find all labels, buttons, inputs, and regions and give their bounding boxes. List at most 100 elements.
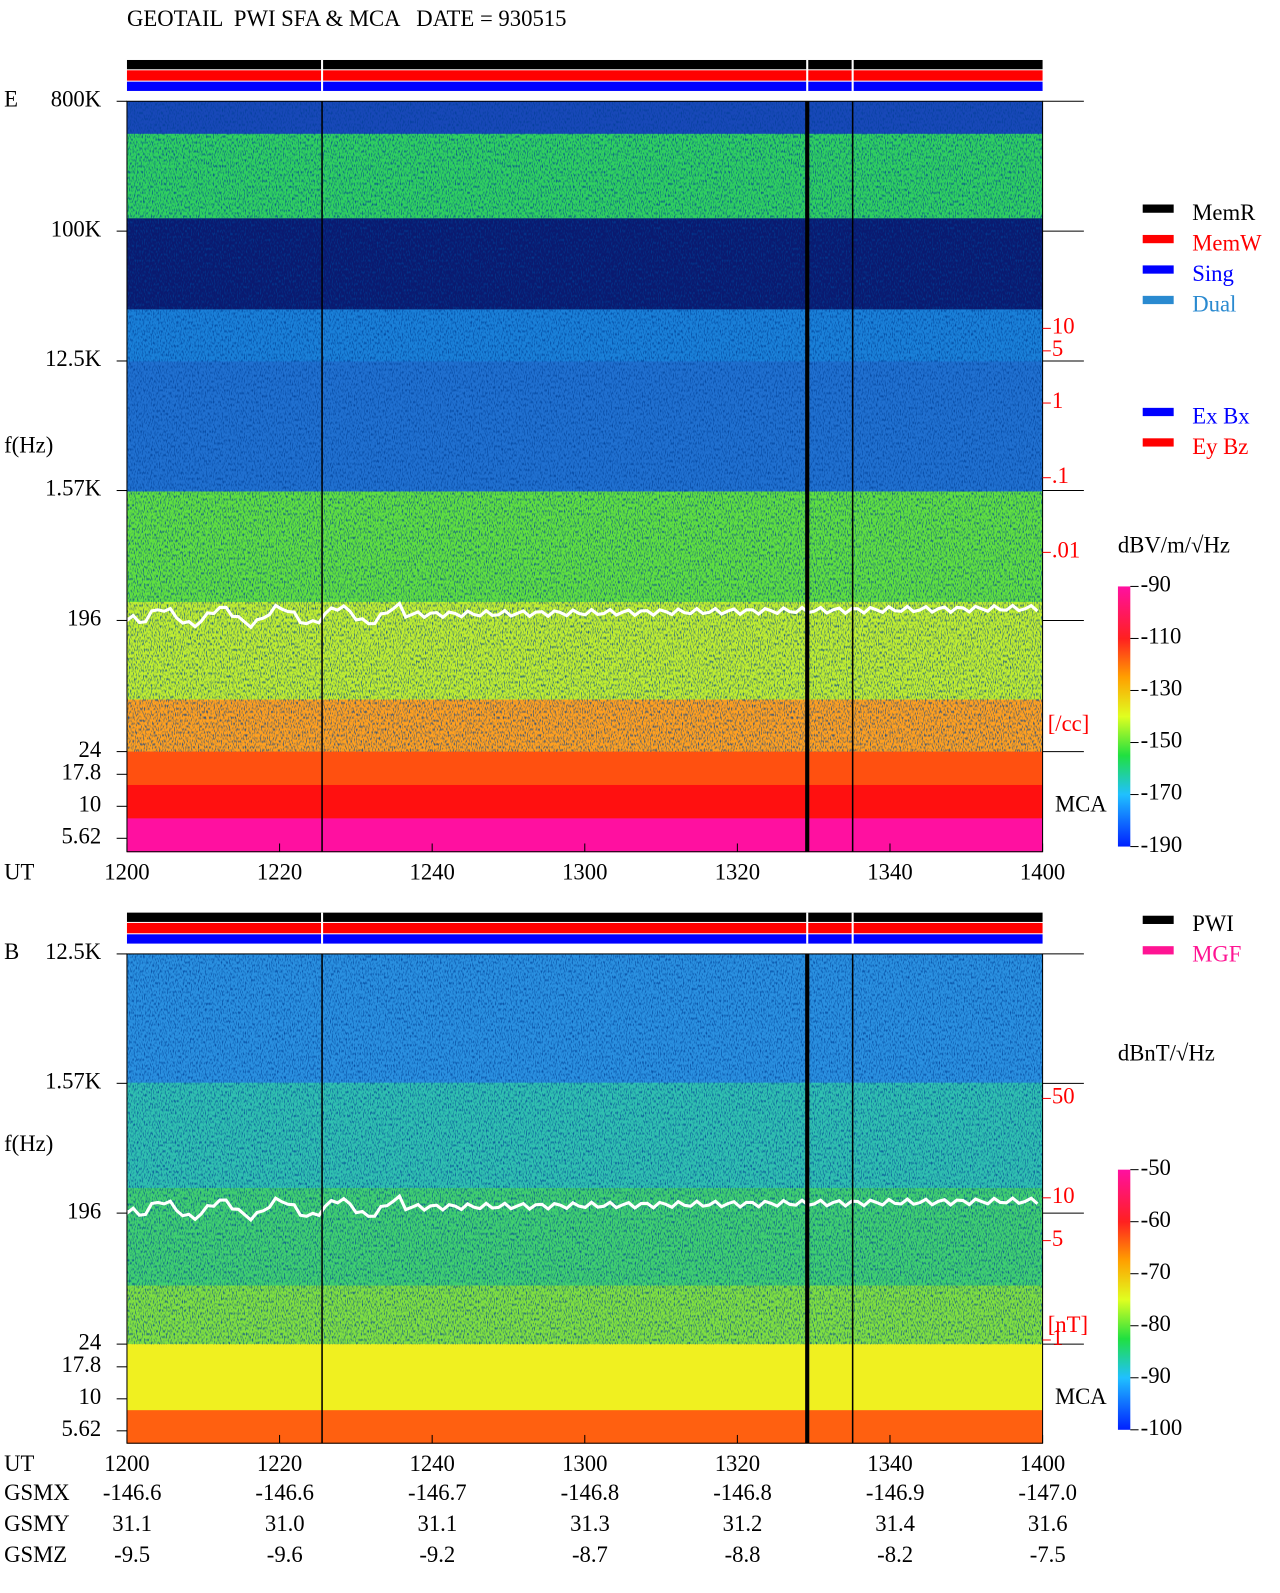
y-tick-label: 196 <box>67 1198 101 1223</box>
status-bar <box>126 70 1043 81</box>
y-tick-label: 12.5K <box>45 939 102 964</box>
x-tick-label: 1320 <box>715 860 760 885</box>
mca-band <box>126 784 1043 819</box>
mca-label: MCA <box>1055 792 1107 817</box>
colorbar-tick-label: -50 <box>1141 1155 1171 1180</box>
x-tick-label: 1300 <box>562 1451 607 1476</box>
panel-label: B <box>4 939 19 964</box>
y-tick-label: 12.5K <box>45 346 102 371</box>
status-bar <box>126 59 1043 70</box>
y2-axis-label: [nT] <box>1048 1312 1088 1337</box>
orbit-value: 31.3 <box>570 1511 610 1536</box>
orbit-value: -8.2 <box>877 1542 913 1567</box>
orbit-value: 31.6 <box>1028 1511 1068 1536</box>
colorbar-tick-label: -90 <box>1141 572 1171 597</box>
colorbar-tick-label: -170 <box>1141 780 1183 805</box>
y2-tick-label: 5 <box>1052 336 1063 361</box>
legend-label: Sing <box>1192 261 1234 286</box>
y2-tick-label: 5 <box>1052 1226 1063 1251</box>
y2-tick-label: .01 <box>1052 538 1080 563</box>
orbit-value: -146.8 <box>561 1480 620 1505</box>
colorbar-tick-label: -130 <box>1141 676 1183 701</box>
orbit-value: -9.6 <box>267 1542 303 1567</box>
colorbar-tick-label: -150 <box>1141 728 1183 753</box>
colorbar-tick-label: -90 <box>1141 1363 1171 1388</box>
y-tick-label: 24 <box>78 737 101 762</box>
panel-label: E <box>4 86 18 111</box>
mca-band <box>126 751 1043 786</box>
orbit-label: GSMX <box>4 1480 70 1505</box>
colorbar-tick-label: -80 <box>1141 1311 1171 1336</box>
y2-tick-label: .1 <box>1052 463 1069 488</box>
orbit-value: -146.6 <box>103 1480 162 1505</box>
orbit-value: -146.6 <box>255 1480 314 1505</box>
mca-tick-label: 10 <box>78 792 101 817</box>
legend-swatch <box>1142 265 1174 274</box>
legend-swatch <box>1142 915 1174 924</box>
legend-label: PWI <box>1192 911 1234 936</box>
y-tick-label: 1.57K <box>45 476 102 501</box>
x-tick-label: 1340 <box>867 1451 912 1476</box>
orbit-label: GSMZ <box>4 1542 67 1567</box>
colorbar-tick-label: -60 <box>1141 1207 1171 1232</box>
legend-label: MemR <box>1192 200 1256 225</box>
orbit-value: -9.5 <box>114 1542 150 1567</box>
colorbar-tick-label: -100 <box>1141 1415 1183 1440</box>
legend-swatch <box>1142 946 1174 955</box>
orbit-value: -146.8 <box>713 1480 772 1505</box>
y2-tick-label: 1 <box>1052 388 1063 413</box>
y-tick-label: 100K <box>51 216 102 241</box>
legend-swatch <box>1142 407 1174 417</box>
orbit-value: 31.4 <box>875 1511 915 1536</box>
x-axis-label: UT <box>4 1451 34 1476</box>
y2-axis-label: [/cc] <box>1048 711 1090 736</box>
orbit-value: -146.7 <box>408 1480 467 1505</box>
mca-band <box>126 1377 1043 1411</box>
orbit-value: -146.9 <box>866 1480 925 1505</box>
status-bar <box>126 912 1043 922</box>
mca-label: MCA <box>1055 1384 1107 1409</box>
mca-tick-label: 17.8 <box>61 760 101 785</box>
legend-swatch <box>1142 438 1174 447</box>
mca-tick-label: 10 <box>78 1384 101 1409</box>
y2-tick-label: 1 <box>1052 1325 1063 1350</box>
legend-label: Ex Bx <box>1192 403 1250 428</box>
orbit-value: 31.1 <box>417 1511 457 1536</box>
y-tick-label: 1.57K <box>45 1069 102 1094</box>
mca-band <box>126 1344 1043 1378</box>
colorbar-tick-label: -110 <box>1141 624 1182 649</box>
orbit-value: 31.2 <box>723 1511 763 1536</box>
x-tick-label: 1240 <box>409 1451 454 1476</box>
colorbar-label: dBnT/√Hz <box>1118 1040 1215 1065</box>
y-tick-label: 800K <box>51 86 102 111</box>
legend-swatch <box>1142 204 1174 213</box>
x-tick-label: 1300 <box>562 860 607 885</box>
colorbar-tick-label: -190 <box>1141 832 1183 857</box>
mca-tick-label: 5.62 <box>61 824 101 849</box>
mca-tick-label: 5.62 <box>61 1416 101 1441</box>
y2-tick-label: 10 <box>1052 1183 1075 1208</box>
colorbar <box>1117 1169 1131 1430</box>
orbit-value: 31.0 <box>265 1511 305 1536</box>
x-tick-label: 1400 <box>1020 860 1065 885</box>
trace <box>125 1193 1039 1223</box>
colorbar <box>1117 586 1131 847</box>
legend-swatch <box>1142 295 1174 305</box>
spectrogram-noise <box>126 953 1043 1345</box>
orbit-value: -8.8 <box>725 1542 761 1567</box>
y-axis-label: f(Hz) <box>4 1131 53 1156</box>
orbit-value: 31.1 <box>112 1511 152 1536</box>
x-axis-label: UT <box>4 860 34 885</box>
y-tick-label: 196 <box>67 606 101 631</box>
mca-tick-label: 17.8 <box>61 1352 101 1377</box>
spectrogram-noise <box>126 101 1043 752</box>
x-tick-label: 1320 <box>715 1451 760 1476</box>
y-tick-label: 24 <box>78 1329 101 1354</box>
y2-tick-label: 50 <box>1052 1084 1075 1109</box>
orbit-value: -8.7 <box>572 1542 608 1567</box>
orbit-value: -7.5 <box>1030 1542 1066 1567</box>
orbit-value: -147.0 <box>1018 1480 1077 1505</box>
y2-tick-label: 10 <box>1052 314 1075 339</box>
x-tick-label: 1200 <box>104 1451 149 1476</box>
